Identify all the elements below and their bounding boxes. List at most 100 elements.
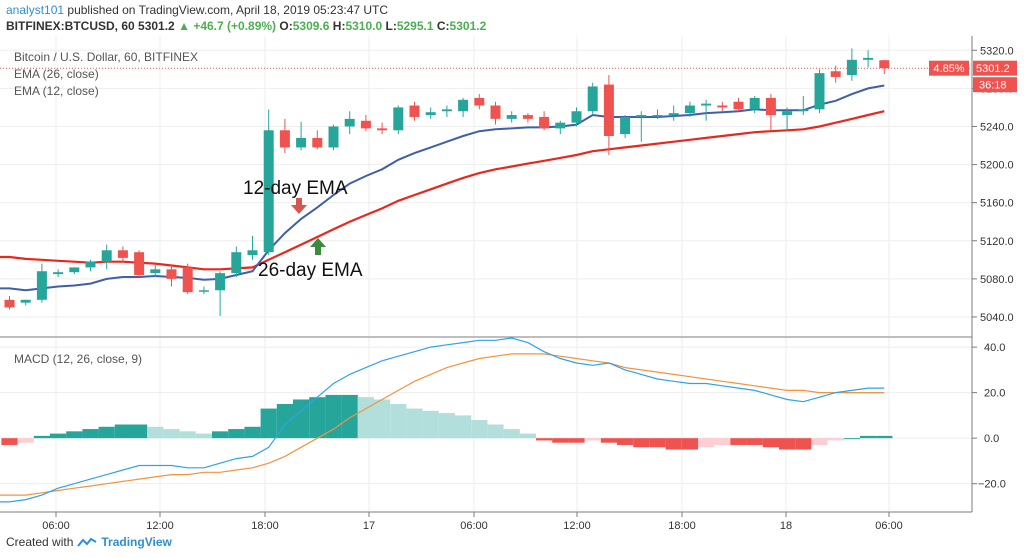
candle-body xyxy=(409,105,420,117)
candle xyxy=(150,263,161,277)
candlesticks xyxy=(4,48,890,316)
candle-body xyxy=(879,60,890,69)
high-label: H: xyxy=(332,19,346,33)
macd-hist-bar xyxy=(568,438,585,443)
candle-body xyxy=(134,252,145,276)
low-value: 5295.1 xyxy=(396,19,434,33)
up-arrow-icon: ▲ xyxy=(178,19,190,33)
macd-hist-bar xyxy=(827,438,844,441)
macd-hist-bar xyxy=(746,438,763,445)
macd-hist-bar xyxy=(179,431,196,439)
macd-tick-label: 0.0 xyxy=(984,433,999,445)
time-tick-label: 12:00 xyxy=(146,520,174,530)
candle xyxy=(506,111,517,123)
candle-body xyxy=(360,120,371,129)
candle xyxy=(409,101,420,121)
candle-body xyxy=(587,86,598,112)
macd-hist-bar xyxy=(212,431,229,439)
author-link[interactable]: analyst101 xyxy=(6,3,65,17)
candle xyxy=(668,105,679,121)
candle xyxy=(765,94,776,131)
tradingview-brand[interactable]: TradingView xyxy=(101,535,172,549)
candle xyxy=(344,111,355,135)
candle-body xyxy=(765,97,776,116)
tradingview-logo-icon xyxy=(77,537,97,547)
candle-body xyxy=(344,118,355,127)
macd-hist-bar xyxy=(649,438,666,448)
open-label: O: xyxy=(279,19,293,33)
candle-body xyxy=(215,273,226,291)
symbol-label: BITFINEX:BTCUSD, 60 xyxy=(6,19,135,33)
macd-axis[interactable]: −20.0 0.0 20.0 40.0 xyxy=(972,342,1006,491)
candle xyxy=(85,259,96,272)
candle-body xyxy=(296,137,307,148)
created-with-text: Created with xyxy=(6,535,74,549)
candle xyxy=(522,113,533,123)
price-tick-label: 5080.0 xyxy=(980,274,1014,286)
candle-body xyxy=(571,111,582,123)
macd-hist-bar xyxy=(406,408,423,439)
macd-hist-bar xyxy=(325,394,342,439)
chart-canvas[interactable]: 5040.05080.05120.05160.05200.05240.05280… xyxy=(0,36,1024,530)
candle xyxy=(377,122,388,135)
macd-hist-bar xyxy=(536,438,553,441)
time-tick-label: 18:00 xyxy=(251,520,279,530)
candle xyxy=(474,94,485,110)
candle xyxy=(830,65,841,83)
time-tick-label: 18 xyxy=(780,520,792,530)
countdown-tag: 36:18 xyxy=(973,77,1017,93)
candle xyxy=(555,120,566,135)
candle-body xyxy=(863,57,874,60)
grid-lines xyxy=(0,36,972,511)
candle xyxy=(117,246,128,262)
candle xyxy=(20,299,31,306)
macd-hist-bar xyxy=(17,438,34,443)
time-axis[interactable]: 06:00 12:00 18:00 17 06:00 12:00 18:00 18 06:00 xyxy=(42,512,903,530)
candle-body xyxy=(69,267,80,273)
candle-body xyxy=(798,109,809,112)
candle xyxy=(36,263,47,303)
symbol-info: BITFINEX:BTCUSD, 60 5301.2 ▲ +46.7 (+0.8… xyxy=(6,19,486,33)
ema26-annotation: 26-day EMA xyxy=(258,260,363,281)
candle-body xyxy=(425,112,436,116)
candle-body xyxy=(101,250,112,262)
macd-tick-label: −20.0 xyxy=(978,479,1006,491)
macd-hist-bar xyxy=(114,424,131,439)
macd-hist-bar xyxy=(552,438,569,443)
price-tick-label: 5040.0 xyxy=(980,312,1014,324)
macd-histogram xyxy=(1,394,893,450)
macd-hist-bar xyxy=(50,433,67,439)
candle-body xyxy=(830,71,841,77)
macd-lines xyxy=(0,337,885,503)
candle-body xyxy=(652,115,663,117)
macd-hist-bar xyxy=(390,404,407,439)
macd-hist-bar xyxy=(617,438,634,445)
candle xyxy=(247,236,258,260)
candle xyxy=(328,124,339,151)
macd-hist-bar xyxy=(341,394,358,439)
candle xyxy=(393,105,404,135)
macd-hist-bar xyxy=(438,413,455,439)
macd-hist-bar xyxy=(147,426,164,439)
price-tag-text: 5301.2 xyxy=(976,63,1010,75)
candle xyxy=(312,130,323,150)
macd-hist-bar xyxy=(471,419,488,439)
candle-body xyxy=(393,107,404,131)
macd-hist-bar xyxy=(779,438,796,450)
candle xyxy=(603,75,614,156)
candle xyxy=(733,97,744,112)
open-value: 5309.6 xyxy=(292,19,330,33)
macd-hist-bar xyxy=(519,433,536,439)
macd-hist-bar xyxy=(876,435,893,439)
macd-line xyxy=(0,337,885,503)
macd-hist-bar xyxy=(665,438,682,450)
percent-tag: 4.85% xyxy=(929,60,969,76)
candle xyxy=(198,286,209,295)
macd-hist-bar xyxy=(228,429,245,439)
candle xyxy=(490,101,501,125)
candle-body xyxy=(377,128,388,131)
candle xyxy=(798,96,809,116)
price-change: +46.7 (+0.89%) xyxy=(193,19,277,33)
macd-hist-bar xyxy=(131,424,148,439)
macd-hist-bar xyxy=(293,399,310,439)
